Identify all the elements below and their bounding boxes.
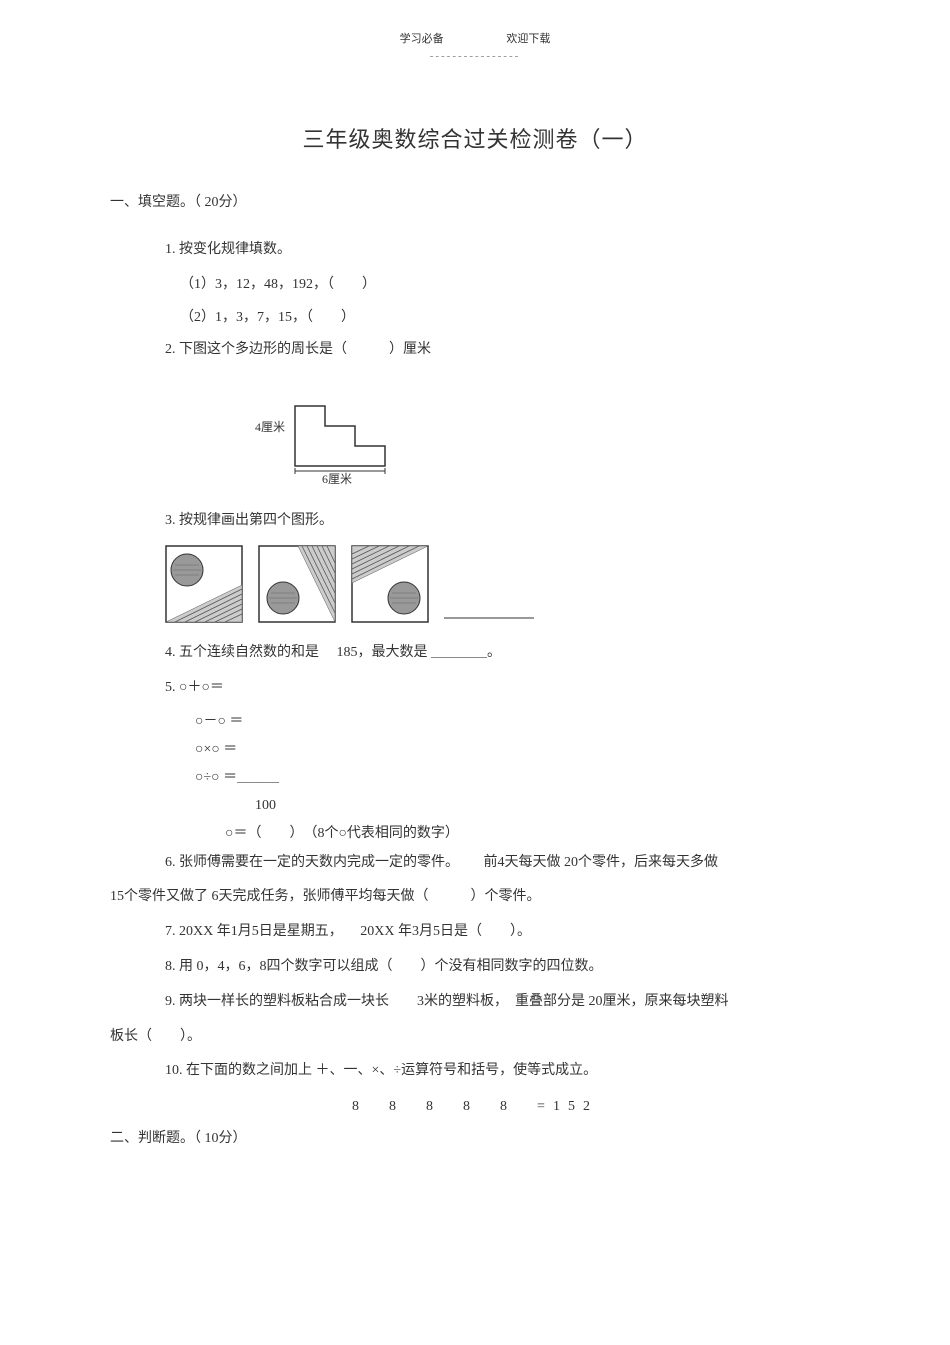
q1-1: （1）3，12，48，192，（ ）	[180, 270, 840, 301]
pattern-box-3	[351, 545, 429, 623]
answer-blank-line	[444, 603, 544, 623]
q10: 10. 在下面的数之间加上 ＋、一、×、÷运算符号和括号，使等式成立。	[165, 1056, 840, 1087]
q9-cont: 板长（ ）。	[110, 1022, 840, 1053]
header-left: 学习必备	[400, 33, 444, 45]
q3: 3. 按规律画出第四个图形。	[165, 506, 840, 537]
q7: 7. 20XX 年1月5日是星期五， 20XX 年3月5日是（ ）。	[165, 917, 840, 948]
q9: 9. 两块一样长的塑料板粘合成一块长 3米的塑料板， 重叠部分是 20厘米，原来…	[165, 987, 840, 1018]
q1: 1. 按变化规律填数。	[165, 235, 840, 266]
label-6cm: 6厘米	[322, 472, 352, 486]
stair-path	[295, 406, 385, 466]
section2-header: 二、判断题。（ 10分）	[110, 1125, 840, 1153]
header-right: 欢迎下载	[506, 33, 550, 45]
q5: 5. ○＋○＝	[165, 673, 840, 704]
q2-figure: 4厘米 6厘米	[240, 376, 840, 491]
q10-eq: 8 8 8 8 8 =152	[110, 1095, 840, 1115]
q5-4: ○÷○ ＝＿＿＿	[195, 764, 840, 792]
label-4cm: 4厘米	[255, 420, 285, 434]
q2: 2. 下图这个多边形的周长是（ ）厘米	[165, 335, 840, 366]
stair-shape-svg: 4厘米 6厘米	[240, 376, 420, 486]
pattern-box-2	[258, 545, 336, 623]
q6: 6. 张师傅需要在一定的天数内完成一定的零件。 前4天每天做 20个零件，后来每…	[165, 848, 840, 879]
q5-2: ○－○ ＝	[195, 708, 840, 736]
header-dashes: ----------------	[110, 50, 840, 62]
pattern-box-1	[165, 545, 243, 623]
section1-header: 一、填空题。（ 20分）	[110, 189, 840, 217]
page-header: 学习必备 欢迎下载	[110, 30, 840, 46]
q8: 8. 用 0，4，6，8四个数字可以组成（ ）个没有相同数字的四位数。	[165, 952, 840, 983]
page-title: 三年级奥数综合过关检测卷（一）	[110, 122, 840, 154]
q5-3: ○×○ ＝	[195, 736, 840, 764]
q4: 4. 五个连续自然数的和是 185，最大数是 ＿＿＿＿。	[165, 638, 840, 669]
q3-pattern	[165, 545, 840, 623]
q5-result: ○＝（ ） （8个○代表相同的数字）	[225, 820, 840, 848]
q5-100: 100	[255, 792, 840, 820]
q1-2: （2）1，3，7，15，（ ）	[180, 303, 840, 334]
q6-cont: 15个零件又做了 6天完成任务，张师傅平均每天做（ ）个零件。	[110, 882, 840, 913]
